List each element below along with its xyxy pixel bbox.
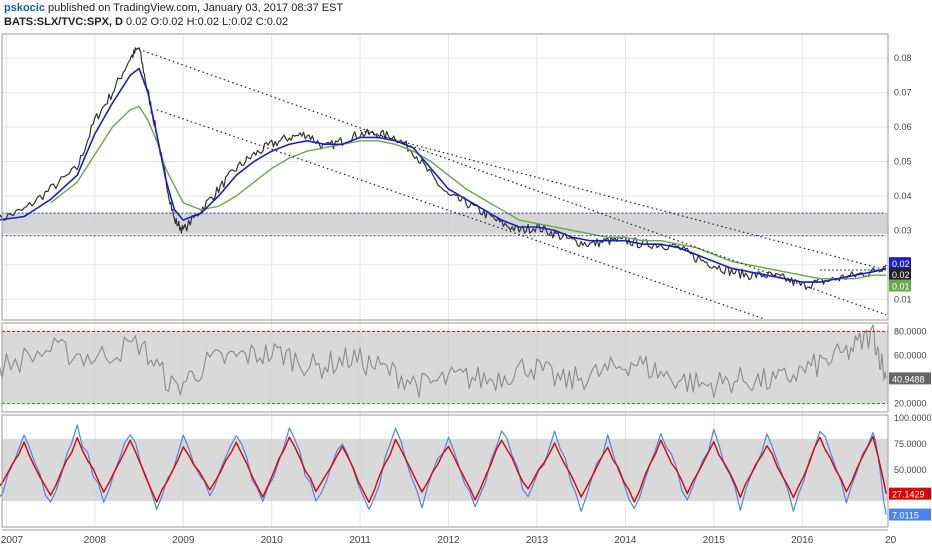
panel-frame-stochastic — [1, 414, 889, 528]
x-tick-label: 2016 — [791, 535, 814, 546]
stoch-last-label-bg — [889, 487, 931, 500]
support-zone — [2, 213, 888, 234]
panel-frame-rsi — [1, 322, 889, 413]
trend-lines — [0, 47, 888, 405]
stoch-tick-label: 50.0000 — [894, 465, 927, 475]
price-last-label: 0.02 — [892, 259, 910, 269]
indicator-lines — [0, 47, 887, 515]
price-last-label-bg — [889, 268, 911, 281]
x-tick-label: 2009 — [172, 535, 195, 546]
price-last-label-bg — [889, 279, 911, 292]
price-tick-label: 0.06 — [894, 122, 912, 132]
rsi-tick-label: 60.0000 — [894, 350, 927, 360]
x-tick-label: 2010 — [261, 535, 284, 546]
ma-fast-line — [0, 67, 887, 283]
price-tick-label: 0.07 — [894, 88, 912, 98]
stoch-last-label: 7.0115 — [892, 511, 919, 521]
rsi-tick-label: 80.0000 — [894, 326, 927, 336]
price-line — [0, 47, 887, 290]
stoch-tick-label: 100.0000 — [894, 413, 932, 423]
channel-line — [156, 109, 763, 319]
axes: 2007 2008 2009 2010 2011 2012 2013 2014 2015 2016… — [1, 53, 932, 546]
price-tick-label: 0.04 — [894, 191, 912, 201]
publish-text: published on TradingView.com, January 03… — [48, 2, 344, 14]
stoch-last-label: 27.1429 — [892, 490, 925, 500]
chart-header: pskocic published on TradingView.com, Ja… — [0, 0, 932, 30]
x-tick-label: 2013 — [526, 535, 549, 546]
symbol-label[interactable]: BATS:SLX/TVC:SPX, D — [4, 16, 123, 28]
rsi-line — [0, 324, 887, 398]
price-tick-label: 0.08 — [894, 53, 912, 63]
price-last-label: 0.02 — [892, 270, 910, 280]
x-tick-label: 2011 — [349, 535, 371, 546]
symbol-line: BATS:SLX/TVC:SPX, D 0.02 O:0.02 H:0.02 L… — [4, 16, 288, 28]
stoch-tick-label: 75.0000 — [894, 439, 927, 449]
stoch-last-label-bg — [889, 508, 931, 521]
x-tick-label: 2007 — [1, 535, 24, 546]
ma-slow-line — [50, 105, 887, 280]
stoch-d-line — [0, 435, 887, 504]
ohlc-values: 0.02 O:0.02 H:0.02 L:0.02 C:0.02 — [126, 16, 289, 28]
x-tick-label: 20 — [885, 535, 897, 546]
x-tick-label: 2014 — [614, 535, 637, 546]
price-tick-label: 0.03 — [894, 225, 912, 235]
rsi-band-fill — [2, 331, 888, 404]
rsi-tick-label: 20.0000 — [894, 399, 927, 409]
author-link[interactable]: pskocic — [4, 2, 45, 14]
publish-line: pskocic published on TradingView.com, Ja… — [4, 2, 343, 14]
price-tick-label: 0.05 — [894, 156, 912, 166]
rsi-last-label: 40.9488 — [892, 374, 925, 384]
price-tick-label: 0.01 — [894, 294, 912, 304]
panel-frames — [1, 33, 889, 531]
rsi-last-label-bg — [889, 372, 931, 385]
x-tick-label: 2008 — [84, 535, 107, 546]
x-tick-label: 2012 — [437, 535, 460, 546]
x-tick-label: 2015 — [703, 535, 726, 546]
zones — [2, 213, 888, 502]
channel-line — [134, 47, 887, 316]
price-last-label-bg — [889, 257, 911, 270]
price-last-label: 0.01 — [892, 282, 910, 292]
channel-line — [359, 129, 887, 271]
panel-frame-price — [1, 33, 889, 321]
